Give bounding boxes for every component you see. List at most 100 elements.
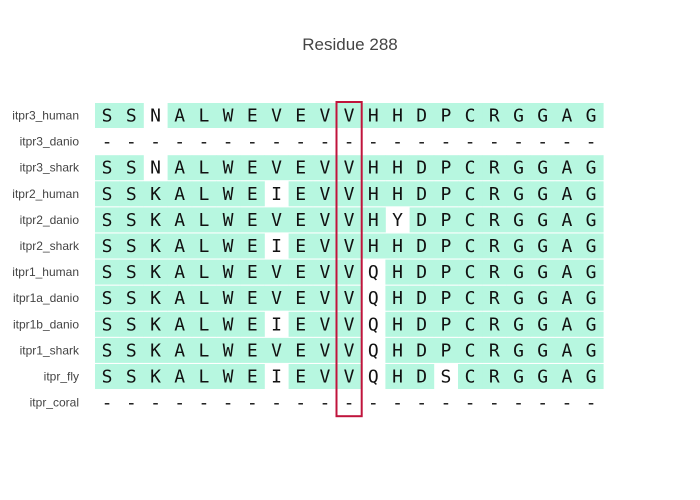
- residue-letter: V: [319, 367, 330, 388]
- gap-mark: -: [126, 132, 137, 153]
- residue-letter: R: [489, 158, 500, 179]
- consensus-cell: [312, 233, 338, 259]
- row-label: itpr3_shark: [20, 161, 80, 175]
- residue-letter: C: [465, 106, 476, 127]
- row-label: itpr2_danio: [20, 213, 80, 227]
- residue-letter: A: [174, 262, 185, 283]
- consensus-cell: [482, 259, 507, 285]
- residue-letter: S: [102, 158, 113, 179]
- residue-letter: C: [465, 262, 476, 283]
- row-label: itpr_fly: [44, 370, 79, 384]
- consensus-cell: [216, 364, 241, 389]
- residue-letter: V: [319, 262, 330, 283]
- consensus-cell: [361, 207, 386, 233]
- residue-letter: V: [271, 340, 282, 361]
- residue-letter: D: [416, 210, 427, 231]
- consensus-cell: [143, 311, 168, 337]
- consensus-cell: [458, 181, 483, 207]
- consensus-cell: [337, 259, 362, 285]
- consensus-cell: [288, 155, 314, 181]
- residue-letter: H: [392, 106, 403, 127]
- consensus-cell: [95, 259, 120, 285]
- consensus-cell: [458, 155, 483, 181]
- consensus-cell: [482, 311, 507, 337]
- residue-letter: D: [416, 288, 427, 309]
- residue-letter: C: [465, 184, 476, 205]
- consensus-cell: [337, 311, 362, 337]
- residue-letter: H: [392, 184, 403, 205]
- consensus-cell: [312, 181, 338, 207]
- consensus-cell: [458, 103, 483, 128]
- alignment-residues: S S N A L W E V E V V H H D P C R G G A G- - - - - - - - - - - - - - - - - - -…: [102, 106, 597, 414]
- residue-letter: G: [586, 288, 597, 309]
- consensus-cell: [191, 337, 217, 363]
- gap-mark: -: [344, 132, 355, 153]
- consensus-cell: [337, 103, 362, 128]
- residue-letter: H: [392, 262, 403, 283]
- consensus-cell: [458, 259, 483, 285]
- consensus-cell: [167, 285, 193, 311]
- gap-mark: -: [271, 132, 282, 153]
- residue-letter: C: [465, 158, 476, 179]
- highlight-column-box: [335, 101, 363, 418]
- gap-mark: -: [537, 393, 548, 414]
- consensus-cell: [119, 103, 144, 128]
- gap-mark: -: [368, 393, 379, 414]
- residue-letter: E: [295, 314, 306, 335]
- residue-letter: S: [126, 158, 137, 179]
- row-label: itpr1b_danio: [13, 317, 79, 331]
- consensus-cell: [530, 285, 556, 311]
- residue-letter: G: [537, 184, 548, 205]
- residue-letter: H: [392, 314, 403, 335]
- residue-letter: A: [174, 288, 185, 309]
- consensus-cell: [579, 233, 604, 259]
- consensus-cell: [240, 259, 265, 285]
- consensus-cell: [385, 337, 410, 363]
- consensus-cell: [579, 337, 604, 363]
- residue-letter: R: [489, 314, 500, 335]
- residue-letter: V: [344, 314, 355, 335]
- consensus-cell: [337, 364, 362, 389]
- residue-letter: A: [174, 158, 185, 179]
- residue-letter: K: [150, 262, 161, 283]
- consensus-cell: [530, 311, 556, 337]
- residue-letter: G: [537, 340, 548, 361]
- residue-letter: L: [198, 314, 209, 335]
- alignment-cells: [95, 103, 604, 389]
- consensus-cell: [506, 259, 531, 285]
- residue-letter: I: [271, 314, 282, 335]
- residue-letter: E: [295, 236, 306, 257]
- residue-letter: E: [247, 340, 258, 361]
- consensus-cell: [554, 364, 580, 389]
- consensus-cell: [119, 259, 144, 285]
- residue-letter: H: [392, 158, 403, 179]
- consensus-cell: [191, 311, 217, 337]
- residue-letter: V: [344, 288, 355, 309]
- consensus-cell: [312, 337, 338, 363]
- consensus-cell: [337, 285, 362, 311]
- gap-mark: -: [440, 132, 451, 153]
- residue-letter: S: [102, 340, 113, 361]
- residue-letter: V: [319, 288, 330, 309]
- consensus-cell: [312, 103, 338, 128]
- residue-letter: A: [561, 236, 572, 257]
- residue-letter: N: [150, 158, 161, 179]
- consensus-cell: [482, 181, 507, 207]
- residue-letter: K: [150, 367, 161, 388]
- residue-letter: G: [513, 158, 524, 179]
- residue-letter: G: [586, 158, 597, 179]
- gap-mark: -: [513, 393, 524, 414]
- consensus-cell: [264, 285, 289, 311]
- gap-mark: -: [465, 132, 476, 153]
- consensus-cell: [167, 155, 193, 181]
- consensus-cell: [385, 233, 410, 259]
- consensus-cell: [191, 207, 217, 233]
- residue-letter: G: [586, 210, 597, 231]
- gap-mark: -: [561, 132, 572, 153]
- residue-letter: V: [319, 106, 330, 127]
- residue-letter: K: [150, 340, 161, 361]
- consensus-cell: [385, 311, 410, 337]
- consensus-cell: [95, 285, 120, 311]
- residue-letter: D: [416, 314, 427, 335]
- consensus-cell: [579, 285, 604, 311]
